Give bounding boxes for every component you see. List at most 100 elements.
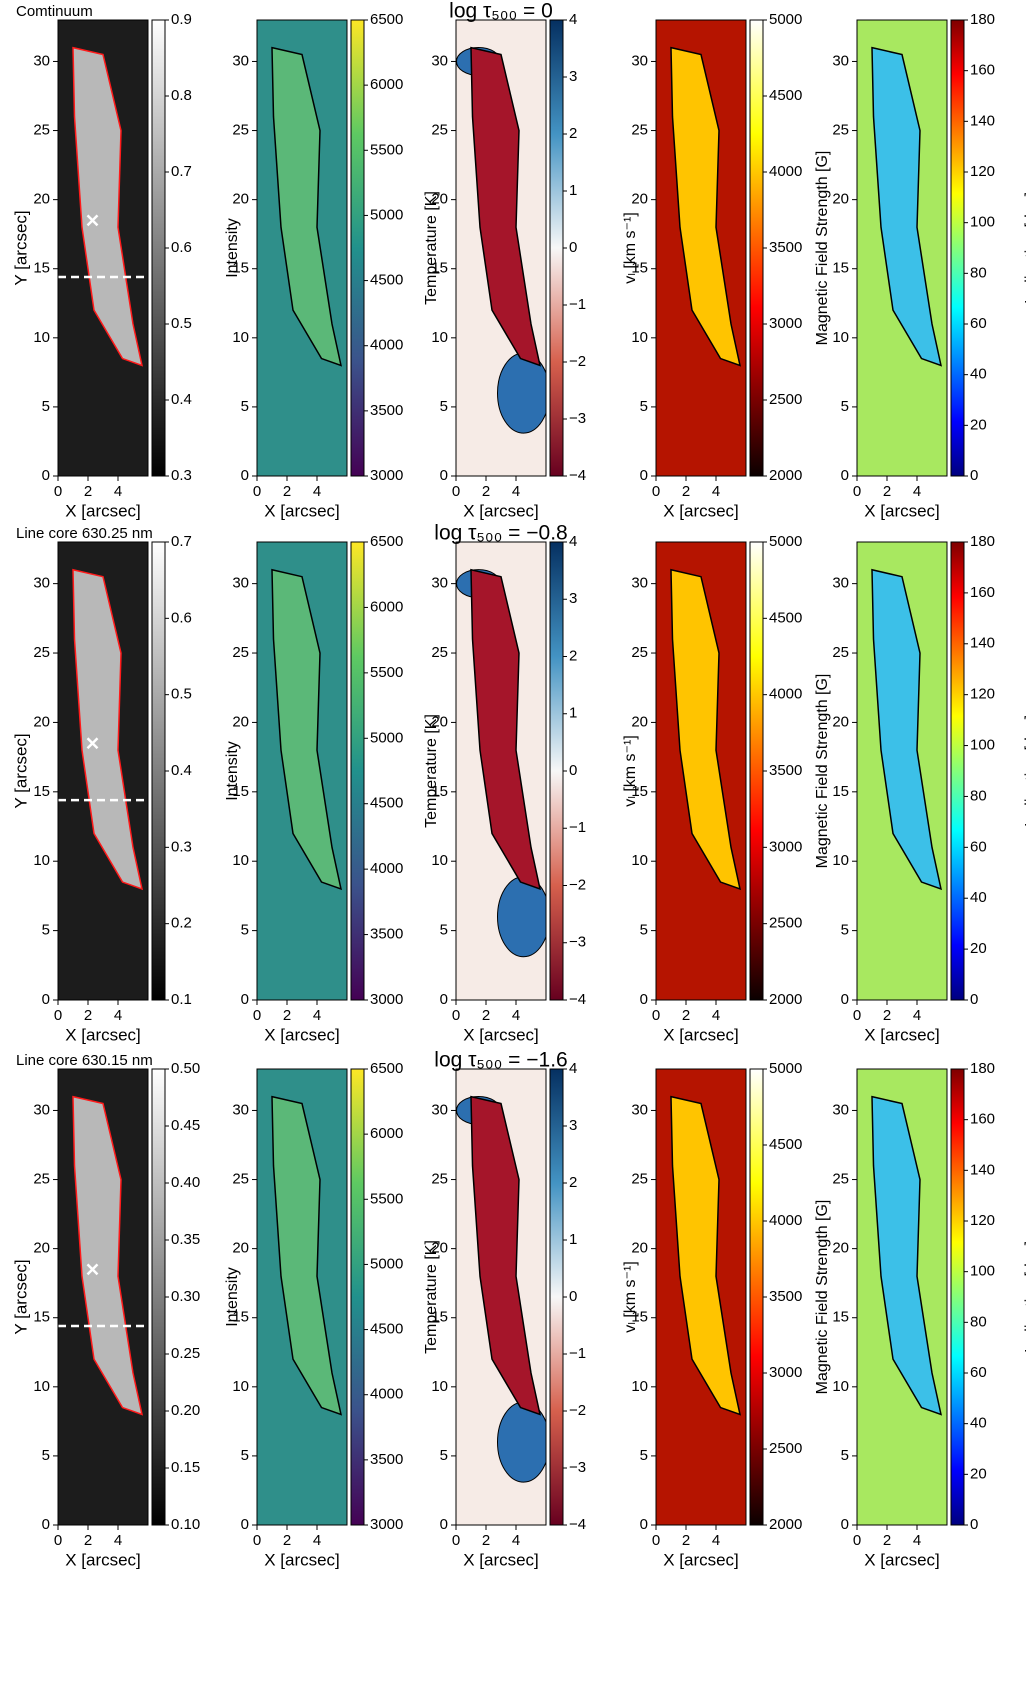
colorbar-tick-label: 1 [569, 182, 577, 199]
y-axis-label: Y [arcsec] [11, 1259, 30, 1334]
y-tick-label: 30 [431, 52, 448, 69]
colorbar-tick-label: 2000 [769, 467, 802, 484]
colorbar [749, 1068, 764, 1526]
colorbar-tick-label: 0.10 [171, 1516, 200, 1533]
x-tick-label: 0 [253, 483, 261, 500]
colorbar-tick-label: 6500 [370, 11, 403, 28]
colorbar-tick-label: 3500 [769, 1288, 802, 1305]
colorbar-tick-label: 80 [970, 787, 987, 804]
filament [271, 46, 343, 367]
colorbar-tick-label: −2 [569, 1402, 586, 1419]
colorbar-tick-label: 20 [970, 1465, 987, 1482]
x-tick-label: 0 [652, 483, 660, 500]
colorbar-tick-label: 5500 [370, 664, 403, 681]
image [456, 542, 546, 1000]
x-tick-label: 2 [682, 1007, 690, 1024]
x-tick-label: 2 [283, 1007, 291, 1024]
colorbar [950, 19, 965, 477]
colorbar-tick-label: −2 [569, 876, 586, 893]
y-tick-label: 25 [431, 644, 448, 661]
colorbar-tick-label: 100 [970, 737, 995, 754]
panel-title: Line core 630.15 nm [16, 1052, 153, 1069]
x-tick-label: 2 [84, 483, 92, 500]
y-tick-label: 0 [640, 1516, 648, 1533]
colorbar-label: Magnetic Field Strength [G] [814, 674, 831, 869]
colorbar-tick-label: 5500 [370, 141, 403, 158]
x-tick-label: 0 [452, 483, 460, 500]
colorbar-tick-label: 0.4 [171, 391, 192, 408]
colorbar-tick-label: 0 [569, 762, 577, 779]
y-tick-label: 10 [33, 852, 50, 869]
colorbar-tick-label: 2000 [769, 991, 802, 1008]
x-tick-label: 4 [114, 1532, 122, 1549]
colorbar-tick-label: 0.6 [171, 609, 192, 626]
colorbar-tick-label: 100 [970, 1263, 995, 1280]
y-tick-label: 5 [440, 398, 448, 415]
y-tick-label: 0 [440, 467, 448, 484]
x-axis-label: X [arcsec] [463, 1550, 539, 1569]
image [656, 1069, 746, 1525]
colorbar-tick-label: 2500 [769, 915, 802, 932]
image [257, 20, 347, 476]
colorbar-tick-label: 6500 [370, 533, 403, 550]
axes-frame [655, 1068, 747, 1526]
y-tick-label: 15 [33, 783, 50, 800]
y-tick-label: 25 [631, 1171, 648, 1188]
x-tick-label: 0 [452, 1007, 460, 1024]
colorbar-tick-label: 20 [970, 416, 987, 433]
y-tick-label: 15 [33, 260, 50, 277]
colorbar-tick-label: 180 [970, 1060, 995, 1077]
x-tick-label: 2 [883, 1532, 891, 1549]
colorbar-tick-label: 80 [970, 1313, 987, 1330]
image [857, 542, 947, 1000]
colorbar-tick-label: 0.15 [171, 1459, 200, 1476]
x-tick-label: 0 [853, 483, 861, 500]
y-tick-label: 25 [832, 644, 849, 661]
y-tick-label: 15 [33, 1309, 50, 1326]
y-tick-label: 25 [33, 644, 50, 661]
colorbar-tick-label: 3500 [370, 402, 403, 419]
colorbar-label: Inclination [deg] [1023, 1241, 1026, 1353]
colorbar [549, 541, 564, 1001]
y-tick-label: 20 [832, 1240, 849, 1257]
y-tick-label: 5 [841, 398, 849, 415]
colorbar-tick-label: 2 [569, 1174, 577, 1191]
y-tick-label: 5 [241, 1447, 249, 1464]
y-tick-label: 0 [241, 1516, 249, 1533]
colorbar-tick-label: 3000 [370, 467, 403, 484]
colorbar [549, 19, 564, 477]
colorbar-tick-label: 40 [970, 1415, 987, 1432]
y-tick-label: 25 [832, 122, 849, 139]
colorbar-tick-label: 40 [970, 366, 987, 383]
y-tick-label: 5 [640, 1447, 648, 1464]
y-tick-label: 10 [431, 329, 448, 346]
y-tick-label: 20 [832, 713, 849, 730]
colorbar-tick-label: 160 [970, 62, 995, 79]
y-tick-label: 5 [640, 922, 648, 939]
axes-frame [655, 541, 747, 1001]
colorbar-tick-label: 5000 [370, 206, 403, 223]
colorbar-tick-label: 2 [569, 647, 577, 664]
colorbar-tick-label: 3000 [769, 1364, 802, 1381]
y-tick-label: 30 [33, 575, 50, 592]
colorbar-tick-label: 6500 [370, 1060, 403, 1077]
colorbar-tick-label: −3 [569, 1459, 586, 1476]
image [656, 20, 746, 476]
colorbar-tick-label: 0 [569, 1288, 577, 1305]
colorbar-tick-label: 6000 [370, 76, 403, 93]
axes-frame [455, 19, 547, 477]
y-tick-label: 20 [431, 191, 448, 208]
axes-frame [256, 19, 348, 477]
colorbar-tick-label: 0.5 [171, 686, 192, 703]
image [257, 1069, 347, 1525]
y-tick-label: 5 [841, 1447, 849, 1464]
y-tick-label: 30 [832, 1101, 849, 1118]
colorbar-tick-label: 0.1 [171, 991, 192, 1008]
y-tick-label: 25 [33, 1171, 50, 1188]
y-tick-label: 30 [431, 575, 448, 592]
colorbar-tick-label: 4000 [370, 337, 403, 354]
x-tick-label: 2 [84, 1532, 92, 1549]
y-tick-label: 30 [33, 1101, 50, 1118]
colorbar-label: Temperature [K] [423, 1240, 440, 1354]
